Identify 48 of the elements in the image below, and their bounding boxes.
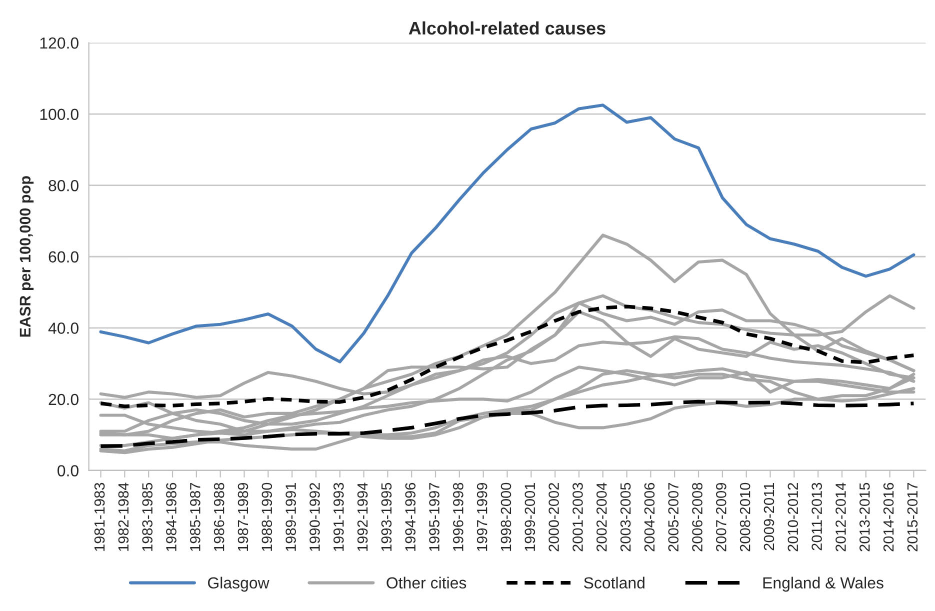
- legend-label: Other cities: [386, 576, 466, 589]
- x-tick-label: 2008-2010: [740, 482, 750, 552]
- y-tick-label: 20.0: [48, 394, 78, 406]
- x-tick-label: 1982-1984: [118, 482, 129, 551]
- y-tick-label: 120.0: [40, 37, 78, 49]
- x-tick-label: 2003-2005: [620, 482, 631, 552]
- x-tick-label: 1994-1996: [405, 482, 416, 551]
- x-tick-label: 1995-1997: [429, 483, 440, 551]
- x-tick-label: 1984-1986: [166, 482, 176, 551]
- chart-title: Alcohol-related causes: [408, 21, 606, 35]
- x-tick-label: 1983-1985: [142, 482, 153, 551]
- x-tick-label: 1993-1995: [381, 482, 392, 551]
- x-tick-label: 1997-1999: [476, 482, 488, 551]
- x-tick-label: 2010-2012: [788, 483, 798, 552]
- x-tick-label: 2013-2015: [859, 482, 870, 552]
- x-tick-label: 2009-2011: [764, 482, 774, 550]
- x-tick-label: 2001-2003: [572, 482, 583, 552]
- x-tick-label: 1991-1993: [333, 482, 344, 551]
- x-tick-label: 2007-2009: [716, 482, 726, 552]
- x-tick-label: 1981-1983: [94, 482, 105, 551]
- x-tick-label: 2004-2006: [644, 482, 655, 552]
- x-tick-label: 2014-2016: [883, 482, 894, 552]
- x-tick-label: 1987-1989: [238, 482, 248, 551]
- x-tick-label: 2012-2014: [836, 482, 846, 552]
- x-tick-label: 2011-2013: [812, 482, 822, 550]
- legend-label: Scotland: [584, 576, 644, 589]
- x-tick-label: 2005-2007: [668, 483, 679, 552]
- x-tick-label: 1992-1994: [357, 482, 368, 551]
- x-tick-label: 2002-2004: [596, 482, 607, 552]
- x-tick-label: 2015-2017: [907, 483, 918, 552]
- x-tick-label: 1985-1987: [190, 483, 200, 551]
- y-axis-title: EASR per 100,000 pop: [20, 176, 34, 337]
- x-tick-label: 1988-1990: [262, 482, 272, 551]
- x-tick-label: 1989-1991: [286, 482, 296, 551]
- x-tick-label: 1996-1998: [453, 482, 464, 551]
- x-tick-label: 2006-2008: [692, 482, 702, 552]
- y-tick-label: 80.0: [48, 180, 78, 192]
- x-tick-label: 2000-2002: [548, 483, 559, 552]
- x-tick-label: 1998-2000: [500, 482, 512, 551]
- legend-label: England & Wales: [763, 576, 884, 592]
- x-tick-label: 1990-1992: [310, 483, 320, 551]
- y-tick-label: 40.0: [48, 322, 78, 334]
- y-tick-label: 60.0: [48, 251, 78, 263]
- x-tick-label: 1999-2001: [524, 482, 536, 551]
- x-tick-label: 1986-1988: [214, 482, 224, 551]
- y-tick-label: 0.0: [58, 465, 78, 476]
- legend-label: Glasgow: [208, 576, 270, 592]
- y-tick-label: 100.0: [40, 108, 78, 120]
